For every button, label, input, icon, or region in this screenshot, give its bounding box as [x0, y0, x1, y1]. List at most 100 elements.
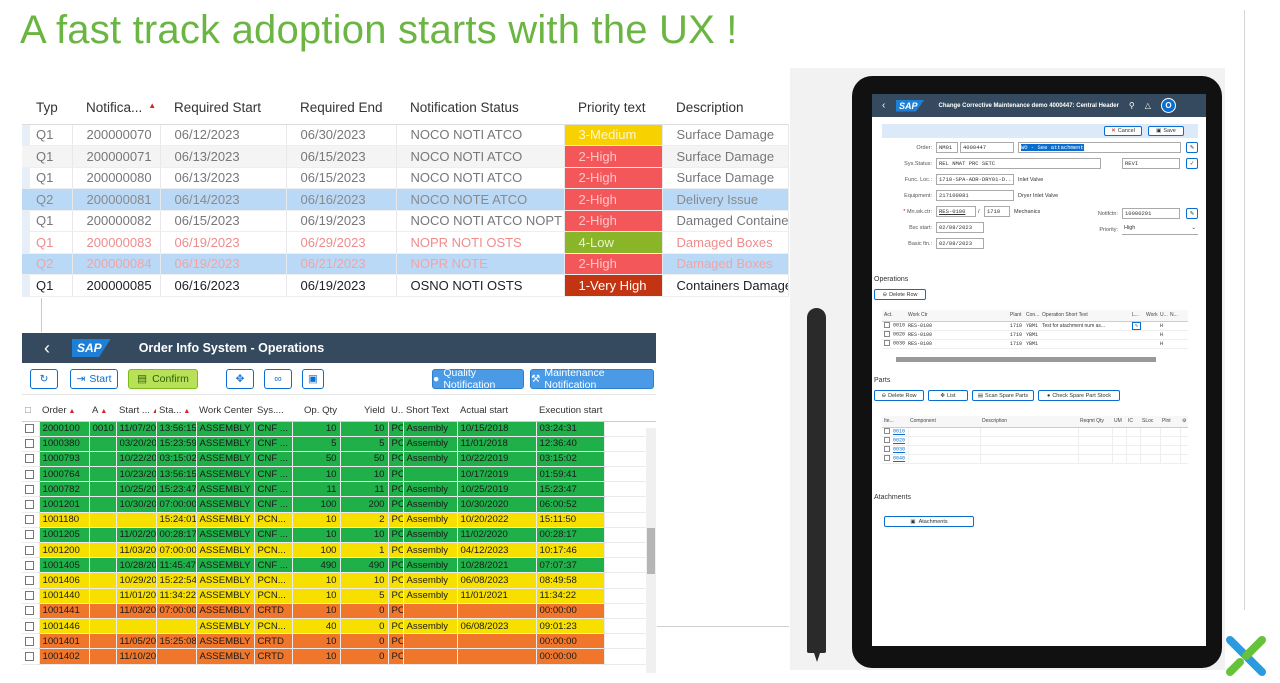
col-start-time[interactable]: Sta... ▲	[156, 401, 196, 422]
ops-col-8[interactable]: N...	[1168, 310, 1188, 322]
main-work-center-field[interactable]: RES-0100	[936, 206, 976, 217]
col-notification[interactable]: Notifica... ▲	[72, 92, 160, 125]
settings-icon[interactable]: ⚙	[1180, 416, 1188, 428]
back-icon[interactable]: ‹	[44, 337, 50, 358]
row-checkbox[interactable]	[22, 512, 40, 528]
col-start-date[interactable]: Start ... ▲	[116, 401, 156, 422]
checkbox-icon[interactable]	[884, 340, 890, 347]
col-work-center[interactable]: Work Center	[196, 401, 254, 422]
parts-col-2[interactable]: Description	[980, 416, 1078, 428]
checkbox-icon[interactable]	[884, 428, 890, 435]
parts-delete-row-button[interactable]: ⊖ Delete Row	[874, 390, 924, 401]
operation-row[interactable]: 100120011/03/202007:00:00ASSEMBLYPCN...1…	[22, 542, 656, 559]
col-order[interactable]: Order ▲	[39, 401, 89, 422]
col-typ[interactable]: Typ	[22, 92, 72, 125]
col-short-text[interactable]: Short Text	[403, 401, 457, 422]
notification-row[interactable]: Q1 200000085 06/16/2023 06/19/2023 OSNO NOTI…	[22, 274, 789, 297]
checkbox-icon[interactable]	[884, 331, 890, 338]
parts-col-0[interactable]: Ite...	[882, 416, 908, 428]
row-checkbox[interactable]	[22, 496, 40, 513]
notification-row[interactable]: Q2 200000084 06/19/2023 06/21/2023 NOPR NOTE…	[22, 253, 789, 275]
horizontal-scrollbar[interactable]	[896, 357, 1156, 362]
part-row[interactable]: 0010	[882, 427, 1188, 437]
part-row[interactable]: 0020	[882, 436, 1188, 446]
col-unit[interactable]: U...	[388, 401, 403, 422]
row-checkbox[interactable]	[22, 421, 40, 437]
col-actual-start[interactable]: Actual start	[457, 401, 536, 422]
view-button[interactable]: ∞	[264, 369, 292, 389]
refresh-button[interactable]: ↻	[30, 369, 58, 389]
parts-list-button[interactable]: ✥ List	[928, 390, 968, 401]
checkbox-icon[interactable]	[884, 455, 890, 462]
ops-col-7[interactable]: U...	[1158, 310, 1168, 322]
start-button[interactable]: ⇥ Start	[70, 369, 118, 389]
col-yield[interactable]: Yield	[340, 401, 388, 422]
edit-icon[interactable]: ✎	[1132, 321, 1142, 329]
parts-col-1[interactable]: Component	[908, 416, 980, 428]
notification-row[interactable]: Q1 200000071 06/13/2023 06/15/2023 NOCO NOTI…	[22, 145, 789, 168]
priority-select[interactable]: High ⌄	[1122, 224, 1198, 235]
ops-col-0[interactable]: Act.	[882, 310, 906, 322]
maintenance-notification-button[interactable]: ⚒ Maintenance Notification	[530, 367, 654, 391]
plant-field[interactable]: 1710	[984, 206, 1010, 217]
ops-col-6[interactable]: Work	[1144, 310, 1158, 322]
delete-row-button[interactable]: ⊖ Delete Row	[874, 289, 926, 300]
operation-row[interactable]: 0030 RES-0100 1710 YBM1 H	[882, 339, 1188, 349]
parts-col-3[interactable]: Reqmt Qty	[1078, 416, 1112, 428]
avatar[interactable]: O	[1160, 98, 1176, 113]
operation-row[interactable]: 2000100001011/07/201813:56:15ASSEMBLYCNF…	[22, 421, 656, 437]
col-description[interactable]: Description	[662, 92, 788, 125]
order-type-field[interactable]: NM01	[936, 142, 958, 153]
col-required-start[interactable]: Required Start	[160, 92, 286, 125]
operation-row[interactable]: 100140111/05/202115:25:08ASSEMBLYCRTD100…	[22, 633, 656, 650]
notification-row[interactable]: Q2 200000081 06/14/2023 06/16/2023 NOCO NOTE…	[22, 188, 789, 211]
edit-order-button[interactable]: ✎	[1186, 142, 1198, 153]
order-description-field[interactable]: WO - See attachment	[1018, 142, 1181, 153]
notification-row[interactable]: Q1 200000082 06/15/2023 06/19/2023 NOCO NOTI…	[22, 210, 789, 232]
basic-start-field[interactable]: 02/08/2023	[936, 222, 984, 233]
notification-row[interactable]: Q1 200000083 06/19/2023 06/29/2023 NOPR NOTI…	[22, 231, 789, 254]
row-checkbox[interactable]	[22, 557, 40, 574]
order-number-field[interactable]: 4000447	[960, 142, 1014, 153]
attachments-button[interactable]: ▣ Atachments	[884, 516, 974, 527]
col-op-qty[interactable]: Op. Qty	[292, 401, 340, 422]
sys-status-field[interactable]: REL NMAT PRC SETC	[936, 158, 1101, 169]
col-system-status[interactable]: Sys....	[254, 401, 292, 422]
scan-spare-parts-button[interactable]: ▤ Scan Spare Parts	[972, 390, 1034, 401]
row-checkbox[interactable]	[22, 648, 40, 665]
operation-row[interactable]: 0010 RES-0100 1710 YBM1 Test for atachment n…	[882, 321, 1188, 331]
bell-icon[interactable]: △	[1144, 101, 1151, 110]
operation-row[interactable]: 1001180 15:24:01ASSEMBLYPCN...102PCAssemb…	[22, 512, 656, 528]
notification-edit-button[interactable]: ✎	[1186, 208, 1198, 219]
scrollbar[interactable]	[646, 428, 656, 673]
check-spare-part-stock-button[interactable]: ● Check Spare Part Stock	[1038, 390, 1120, 401]
operation-row[interactable]: 0020 RES-0100 1710 YBM1 H	[882, 330, 1188, 340]
col-notification-status[interactable]: Notification Status	[396, 92, 564, 125]
row-checkbox[interactable]	[22, 527, 40, 544]
func-loc-field[interactable]: 1710-SPA-ADR-DRY01-D...	[936, 174, 1014, 185]
parts-col-5[interactable]: IC	[1126, 416, 1140, 428]
col-a[interactable]: A ▲	[89, 401, 116, 422]
part-row[interactable]: 0030	[882, 445, 1188, 455]
checkbox-icon[interactable]	[884, 446, 890, 453]
checkbox-icon[interactable]	[884, 322, 890, 329]
back-icon[interactable]: ‹	[882, 100, 886, 111]
row-checkbox[interactable]	[22, 436, 40, 452]
quality-notification-button[interactable]: ● Quality Notification	[432, 367, 524, 391]
row-checkbox[interactable]	[22, 542, 40, 559]
equipment-field[interactable]: 217100081	[936, 190, 1014, 201]
notification-field[interactable]: 10000291	[1122, 208, 1180, 219]
row-checkbox[interactable]	[22, 466, 40, 483]
col-priority-text[interactable]: Priority text	[564, 92, 662, 125]
row-checkbox[interactable]	[22, 451, 40, 468]
search-icon[interactable]: ⚲	[1128, 101, 1135, 110]
ops-col-1[interactable]: Work Ctr	[906, 310, 1008, 322]
cancel-button[interactable]: ✕ Cancel	[1104, 126, 1142, 136]
row-checkbox[interactable]	[22, 481, 40, 498]
save-button[interactable]: ▣ Save	[1148, 126, 1184, 136]
